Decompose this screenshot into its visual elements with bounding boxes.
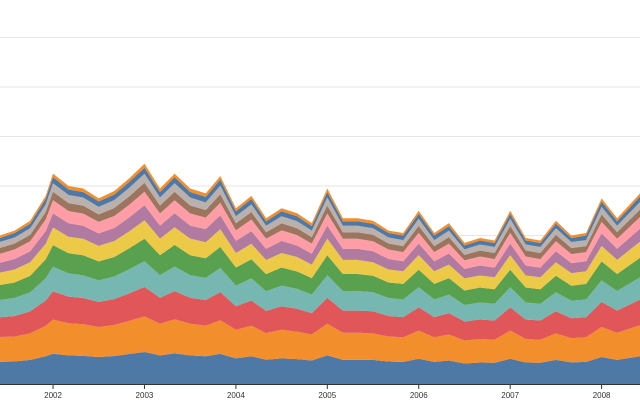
area-series-7	[0, 205, 640, 279]
area-series-1	[0, 352, 640, 384]
area-series-5	[0, 238, 640, 305]
series-areas	[0, 163, 640, 384]
x-tick-label-2004: 2004	[227, 391, 245, 400]
x-tick-label-2005: 2005	[318, 391, 336, 400]
area-series-3	[0, 286, 640, 341]
area-series-8	[0, 191, 640, 269]
area-series-10	[0, 173, 640, 255]
area-series-4	[0, 261, 640, 322]
area-series-9	[0, 182, 640, 261]
area-series-6	[0, 220, 640, 291]
x-tick-label-2006: 2006	[410, 391, 428, 400]
x-tick-label-2007: 2007	[501, 391, 519, 400]
area-series-11	[0, 167, 640, 250]
x-axis: 2002 2003 2004 2005 2006 2007 2008	[0, 384, 640, 400]
x-tick-label-2002: 2002	[44, 391, 62, 400]
area-series-2	[0, 316, 640, 364]
x-tick-label-2003: 2003	[136, 391, 154, 400]
x-tick-label-2008: 2008	[593, 391, 611, 400]
